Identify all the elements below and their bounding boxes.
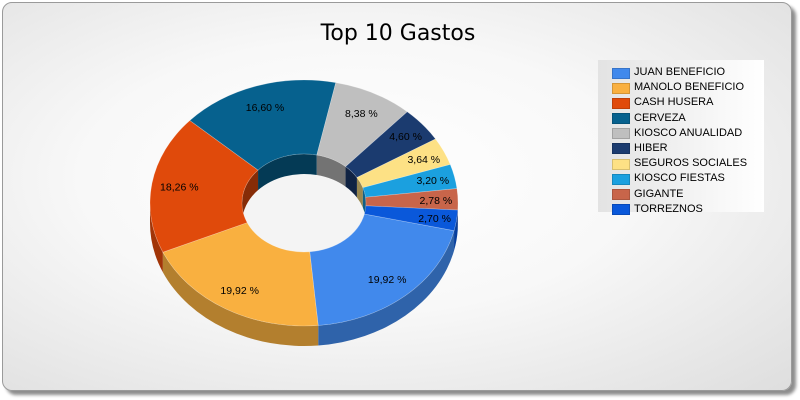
slice-label: 19,92 % bbox=[220, 285, 259, 297]
pie-slice bbox=[356, 138, 451, 189]
legend-swatch bbox=[612, 158, 630, 170]
legend-item: CERVEZA bbox=[598, 111, 764, 126]
legend-label: KIOSCO FIESTAS bbox=[634, 172, 725, 185]
slice-inner-wall bbox=[316, 155, 346, 187]
legend-swatch bbox=[612, 128, 630, 140]
legend-swatch bbox=[612, 113, 630, 125]
legend-item: CASH HUSERA bbox=[598, 95, 764, 110]
slice-label: 16,60 % bbox=[246, 102, 285, 114]
slice-inner-wall bbox=[356, 177, 363, 208]
slice-inner-wall bbox=[362, 187, 366, 218]
pie-slice bbox=[189, 79, 337, 171]
slice-inner-wall bbox=[345, 166, 357, 198]
legend-label: HIBER bbox=[634, 141, 668, 154]
pie-inner-walls bbox=[242, 154, 366, 223]
legend-item: JUAN BENEFICIO bbox=[598, 65, 764, 80]
slice-label: 3,20 % bbox=[416, 175, 449, 187]
pie-sides bbox=[150, 203, 459, 346]
slice-side bbox=[318, 230, 455, 346]
legend-swatch bbox=[612, 67, 630, 79]
pie-slice bbox=[362, 164, 458, 198]
slice-label: 4,60 % bbox=[389, 131, 422, 143]
pie-slice bbox=[162, 222, 319, 327]
pie-slice bbox=[365, 188, 459, 211]
slice-label: 3,64 % bbox=[407, 154, 440, 166]
slice-label: 2,70 % bbox=[418, 213, 451, 225]
legend-swatch bbox=[612, 204, 630, 216]
slice-inner-wall bbox=[242, 170, 259, 223]
slice-side bbox=[454, 210, 458, 251]
slice-side bbox=[162, 252, 319, 346]
legend-label: TORREZNOS bbox=[634, 202, 703, 215]
pie-slice bbox=[149, 120, 259, 253]
legend-label: JUAN BENEFICIO bbox=[634, 66, 726, 78]
legend-swatch bbox=[612, 82, 630, 94]
legend-item: KIOSCO ANUALIDAD bbox=[598, 126, 764, 141]
pie-slices bbox=[149, 79, 459, 327]
legend-swatch bbox=[612, 97, 630, 109]
slice-label: 8,38 % bbox=[345, 108, 378, 120]
pie-slice bbox=[316, 82, 408, 168]
chart-legend: JUAN BENEFICIO MANOLO BENEFICIO CASH HUSER… bbox=[598, 60, 764, 216]
slice-inner-wall bbox=[258, 154, 317, 191]
slice-side bbox=[150, 203, 163, 273]
legend-item: HIBER bbox=[598, 141, 764, 156]
chart-title: Top 10 Gastos bbox=[320, 21, 476, 46]
legend-item: SEGUROS SOCIALES bbox=[598, 156, 764, 171]
legend-item: GIGANTE bbox=[598, 187, 764, 202]
legend-label: CERVEZA bbox=[634, 111, 686, 124]
legend-label: SEGUROS SOCIALES bbox=[634, 157, 748, 170]
legend-item: TORREZNOS bbox=[598, 202, 764, 217]
legend-label: GIGANTE bbox=[634, 187, 684, 200]
pie-labels: 19,92 % 19,92 % 18,26 % 16,60 % 8,38 % 4,60 %… bbox=[160, 102, 452, 297]
legend-item: KIOSCO FIESTAS bbox=[598, 171, 764, 186]
legend-label: KIOSCO ANUALIDAD bbox=[634, 126, 743, 139]
legend-label: MANOLO BENEFICIO bbox=[634, 81, 745, 94]
legend-item: MANOLO BENEFICIO bbox=[598, 80, 764, 95]
legend-swatch bbox=[612, 189, 630, 200]
slice-label: 18,26 % bbox=[160, 182, 199, 194]
slice-label: 2,78 % bbox=[420, 195, 453, 207]
legend-swatch bbox=[612, 173, 630, 185]
legend-swatch bbox=[612, 143, 630, 155]
pie-slice bbox=[364, 205, 459, 232]
legend-label: CASH HUSERA bbox=[634, 96, 714, 109]
pie-slice bbox=[309, 213, 455, 326]
slice-label: 19,92 % bbox=[368, 274, 407, 286]
